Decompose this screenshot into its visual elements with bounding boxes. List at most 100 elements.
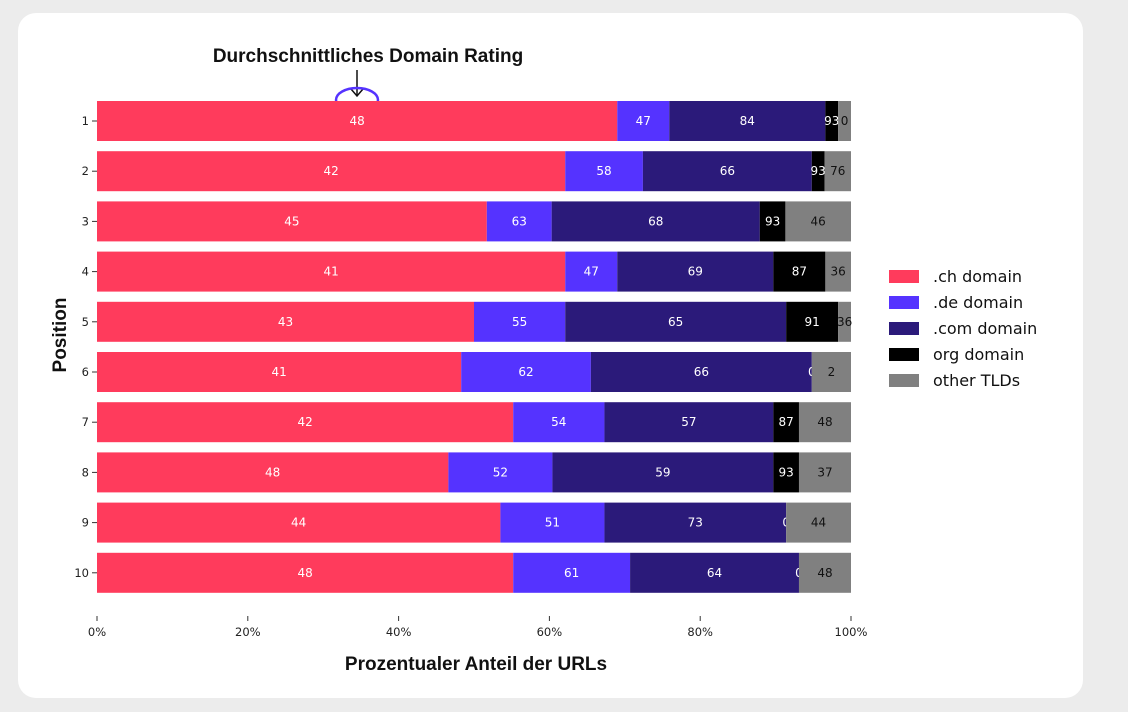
bar-label-6-s0: 41 (271, 365, 286, 379)
bar-segment-4-s1 (565, 251, 618, 292)
bar-label-2-s4: 76 (830, 164, 845, 178)
bar-segment-7-s4 (798, 402, 851, 443)
bar-label-3-s1: 63 (512, 214, 527, 228)
x-tick-label-5: 100% (835, 625, 868, 639)
bar-segment-5-s4 (838, 301, 851, 342)
bar-label-4-s2: 69 (688, 265, 703, 279)
bar-label-8-s1: 52 (493, 465, 508, 479)
legend: .ch domain .de domain .com domain org domai… (889, 267, 1037, 390)
bar-segment-1-s2 (669, 101, 826, 141)
bar-segment-1-s3 (825, 101, 839, 141)
bar-segment-7-s1 (513, 402, 605, 443)
x-tick-label-3: 60% (537, 625, 563, 639)
bar-label-3-s2: 68 (648, 214, 663, 228)
bar-label-8-s4: 37 (817, 465, 832, 479)
bar-label-1-s4: 0 (841, 114, 849, 128)
x-tick-label-2: 40% (386, 625, 412, 639)
y-tick-label-1: 1 (82, 114, 89, 128)
bar-segment-8-s3 (773, 452, 799, 493)
bar-segment-2-s2 (642, 151, 812, 192)
y-axis: 1 2 3 4 5 6 7 8 9 10 (74, 114, 97, 580)
bar-label-10-s2: 64 (707, 566, 722, 580)
y-tick-label-4: 4 (82, 265, 89, 279)
legend-swatch-4 (889, 374, 919, 387)
bar-segment-8-s1 (448, 452, 553, 493)
bar-segment-2-s1 (565, 151, 643, 192)
y-tick-label-8: 8 (82, 465, 89, 479)
bar-segment-10-s0 (97, 552, 514, 593)
bar-label-5-s0: 43 (278, 315, 293, 329)
bar-label-3-s3: 93 (765, 214, 780, 228)
bar-label-5-s4: 36 (837, 315, 852, 329)
bar-segment-6-s1 (461, 352, 591, 392)
bar-segment-4-s2 (617, 251, 774, 292)
bar-segment-8-s4 (798, 452, 851, 493)
bar-segment-3-s0 (97, 201, 487, 242)
legend-swatch-1 (889, 296, 919, 309)
bar-label-7-s3: 87 (779, 415, 794, 429)
bar-segment-2-s3 (811, 151, 825, 192)
bar-label-7-s0: 42 (297, 415, 312, 429)
bar-label-8-s3: 93 (779, 465, 794, 479)
bar-segment-2-s4 (824, 151, 851, 192)
bar-label-3-s0: 45 (284, 214, 299, 228)
x-axis-title: Prozentualer Anteil der URLs (345, 654, 607, 675)
bar-segment-3-s4 (785, 201, 851, 242)
bar-segment-7-s0 (97, 402, 514, 443)
legend-label-2: .com domain (933, 319, 1037, 338)
bar-label-8-s2: 59 (655, 465, 670, 479)
legend-label-0: .ch domain (933, 267, 1022, 286)
bar-segment-7-s2 (604, 402, 774, 443)
x-tick-label-1: 20% (235, 625, 261, 639)
y-tick-label-2: 2 (82, 164, 89, 178)
bar-segment-6-s4 (811, 352, 851, 392)
legend-label-4: other TLDs (933, 371, 1020, 390)
bar-segment-3-s1 (486, 201, 552, 242)
bar-label-5-s2: 65 (668, 315, 683, 329)
bar-label-1-s3: 93 (824, 114, 839, 128)
bar-label-9-s4: 44 (811, 516, 826, 530)
bar-label-10-s1: 61 (564, 566, 579, 580)
legend-swatch-3 (889, 348, 919, 361)
bar-label-5-s3: 91 (805, 315, 820, 329)
bar-label-2-s2: 66 (720, 164, 735, 178)
y-tick-label-10: 10 (74, 566, 89, 580)
legend-swatch-2 (889, 322, 919, 335)
bar-segment-6-s0 (97, 352, 462, 392)
bar-segment-10-s4 (798, 552, 851, 593)
x-tick-label-4: 80% (687, 625, 713, 639)
bar-segment-5-s0 (97, 301, 474, 342)
bar-segment-1-s1 (617, 101, 670, 141)
bar-segment-4-s0 (97, 251, 566, 292)
y-tick-label-5: 5 (82, 315, 89, 329)
x-axis: 0% 20% 40% 60% 80% 100% (88, 616, 868, 639)
bar-label-1-s2: 84 (740, 114, 755, 128)
bar-segment-9-s0 (97, 502, 501, 543)
bar-label-7-s4: 48 (817, 415, 832, 429)
bar-segment-9-s1 (500, 502, 605, 543)
legend-label-1: .de domain (933, 293, 1023, 312)
bar-segment-5-s1 (474, 301, 566, 342)
bar-label-6-s1: 62 (518, 365, 533, 379)
bar-label-9-s0: 44 (291, 516, 306, 530)
bar-label-5-s1: 55 (512, 315, 527, 329)
annotation-arrow (350, 70, 364, 98)
bar-segment-7-s3 (773, 402, 799, 443)
bar-segment-3-s2 (551, 201, 760, 242)
bar-label-9-s1: 51 (545, 516, 560, 530)
y-tick-label-7: 7 (82, 415, 89, 429)
legend-swatch-0 (889, 270, 919, 283)
bar-label-7-s2: 57 (681, 415, 696, 429)
bar-label-6-s4: 2 (828, 365, 836, 379)
bar-segment-9-s4 (786, 502, 851, 543)
bar-label-4-s1: 47 (584, 265, 599, 279)
bar-label-4-s3: 87 (792, 265, 807, 279)
bar-segment-5-s2 (565, 301, 787, 342)
bar-label-1-s0: 48 (349, 114, 364, 128)
bar-segment-8-s0 (97, 452, 449, 493)
bar-segment-6-s2 (590, 352, 812, 392)
legend-label-3: org domain (933, 345, 1024, 364)
bar-segment-9-s2 (604, 502, 787, 543)
bar-segment-10-s1 (513, 552, 631, 593)
